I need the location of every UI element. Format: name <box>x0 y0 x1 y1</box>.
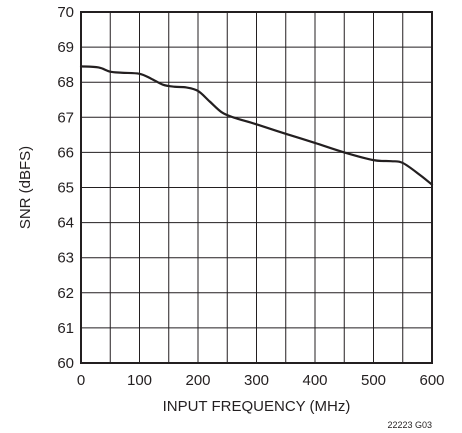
y-tick-label: 61 <box>57 320 74 337</box>
y-tick-label: 70 <box>57 4 74 21</box>
snr-series-line <box>79 65 434 186</box>
x-tick-label: 200 <box>185 372 210 389</box>
figure-code: 22223 G03 <box>387 420 432 430</box>
plot-frame <box>80 11 433 364</box>
x-tick-label: 100 <box>127 372 152 389</box>
y-tick-label: 67 <box>57 109 74 126</box>
x-tick-label: 500 <box>361 372 386 389</box>
y-tick-label: 69 <box>57 39 74 56</box>
y-tick-label: 66 <box>57 144 74 161</box>
x-axis-label: INPUT FREQUENCY (MHz) <box>163 398 351 415</box>
x-tick-label: 0 <box>77 372 85 389</box>
x-tick-label: 300 <box>244 372 269 389</box>
y-tick-label: 64 <box>57 215 74 232</box>
y-tick-labels: 60 61 62 63 64 65 66 67 68 69 70 <box>57 4 74 372</box>
y-tick-label: 65 <box>57 180 74 197</box>
grid-lines <box>81 12 432 363</box>
y-tick-label: 60 <box>57 355 74 372</box>
y-tick-label: 68 <box>57 74 74 91</box>
x-tick-label: 600 <box>419 372 444 389</box>
y-tick-label: 62 <box>57 285 74 302</box>
x-tick-labels: 0 100 200 300 400 500 600 <box>77 372 445 389</box>
y-axis-label: SNR (dBFS) <box>17 146 34 229</box>
x-tick-label: 400 <box>302 372 327 389</box>
y-tick-label: 63 <box>57 250 74 267</box>
